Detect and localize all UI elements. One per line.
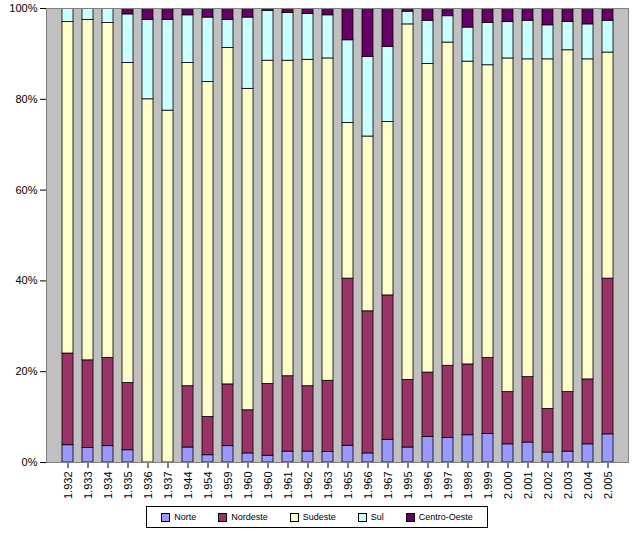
- svg-text:1.999: 1.999: [482, 472, 494, 500]
- svg-text:1.966: 1.966: [362, 472, 374, 500]
- svg-text:1.944: 1.944: [182, 472, 194, 500]
- svg-text:60%: 60%: [15, 184, 37, 196]
- svg-text:1.934: 1.934: [102, 472, 114, 500]
- svg-text:1.962: 1.962: [302, 472, 314, 500]
- svg-text:80%: 80%: [15, 93, 37, 105]
- svg-text:1.996: 1.996: [422, 472, 434, 500]
- svg-text:0%: 0%: [22, 456, 38, 468]
- svg-text:1.967: 1.967: [382, 472, 394, 500]
- svg-text:1.954: 1.954: [202, 472, 214, 500]
- svg-text:1.935: 1.935: [122, 472, 134, 500]
- svg-text:1.960: 1.960: [242, 472, 254, 500]
- svg-text:1.998: 1.998: [462, 472, 474, 500]
- html-text:Nordeste: Nordeste: [231, 512, 268, 522]
- svg-text:1.933: 1.933: [82, 472, 94, 500]
- svg-text:2.002: 2.002: [542, 472, 554, 500]
- html-text:Sul: Sul: [370, 512, 384, 522]
- svg-text:1.995: 1.995: [402, 472, 414, 500]
- html-text:Norte: Norte: [174, 512, 197, 522]
- html-text:Centro-Oeste: Centro-Oeste: [418, 512, 473, 522]
- svg-text:2.001: 2.001: [522, 472, 534, 500]
- svg-text:2.004: 2.004: [582, 472, 594, 500]
- svg-text:1.960: 1.960: [262, 472, 274, 500]
- svg-text:1.937: 1.937: [162, 472, 174, 500]
- svg-text:1.961: 1.961: [282, 472, 294, 500]
- svg-text:2.000: 2.000: [502, 472, 514, 500]
- svg-text:1.997: 1.997: [442, 472, 454, 500]
- html-text:Sudeste: Sudeste: [302, 512, 336, 522]
- svg-text:1.936: 1.936: [142, 472, 154, 500]
- svg-text:1.959: 1.959: [222, 472, 234, 500]
- svg-text:100%: 100%: [9, 2, 37, 14]
- svg-text:2.005: 2.005: [602, 472, 614, 500]
- svg-text:20%: 20%: [15, 365, 37, 377]
- svg-text:40%: 40%: [15, 274, 37, 286]
- svg-text:1.932: 1.932: [62, 472, 74, 500]
- svg-text:1.965: 1.965: [342, 472, 354, 500]
- svg-text:2.003: 2.003: [562, 472, 574, 500]
- svg-text:1.963: 1.963: [322, 472, 334, 500]
